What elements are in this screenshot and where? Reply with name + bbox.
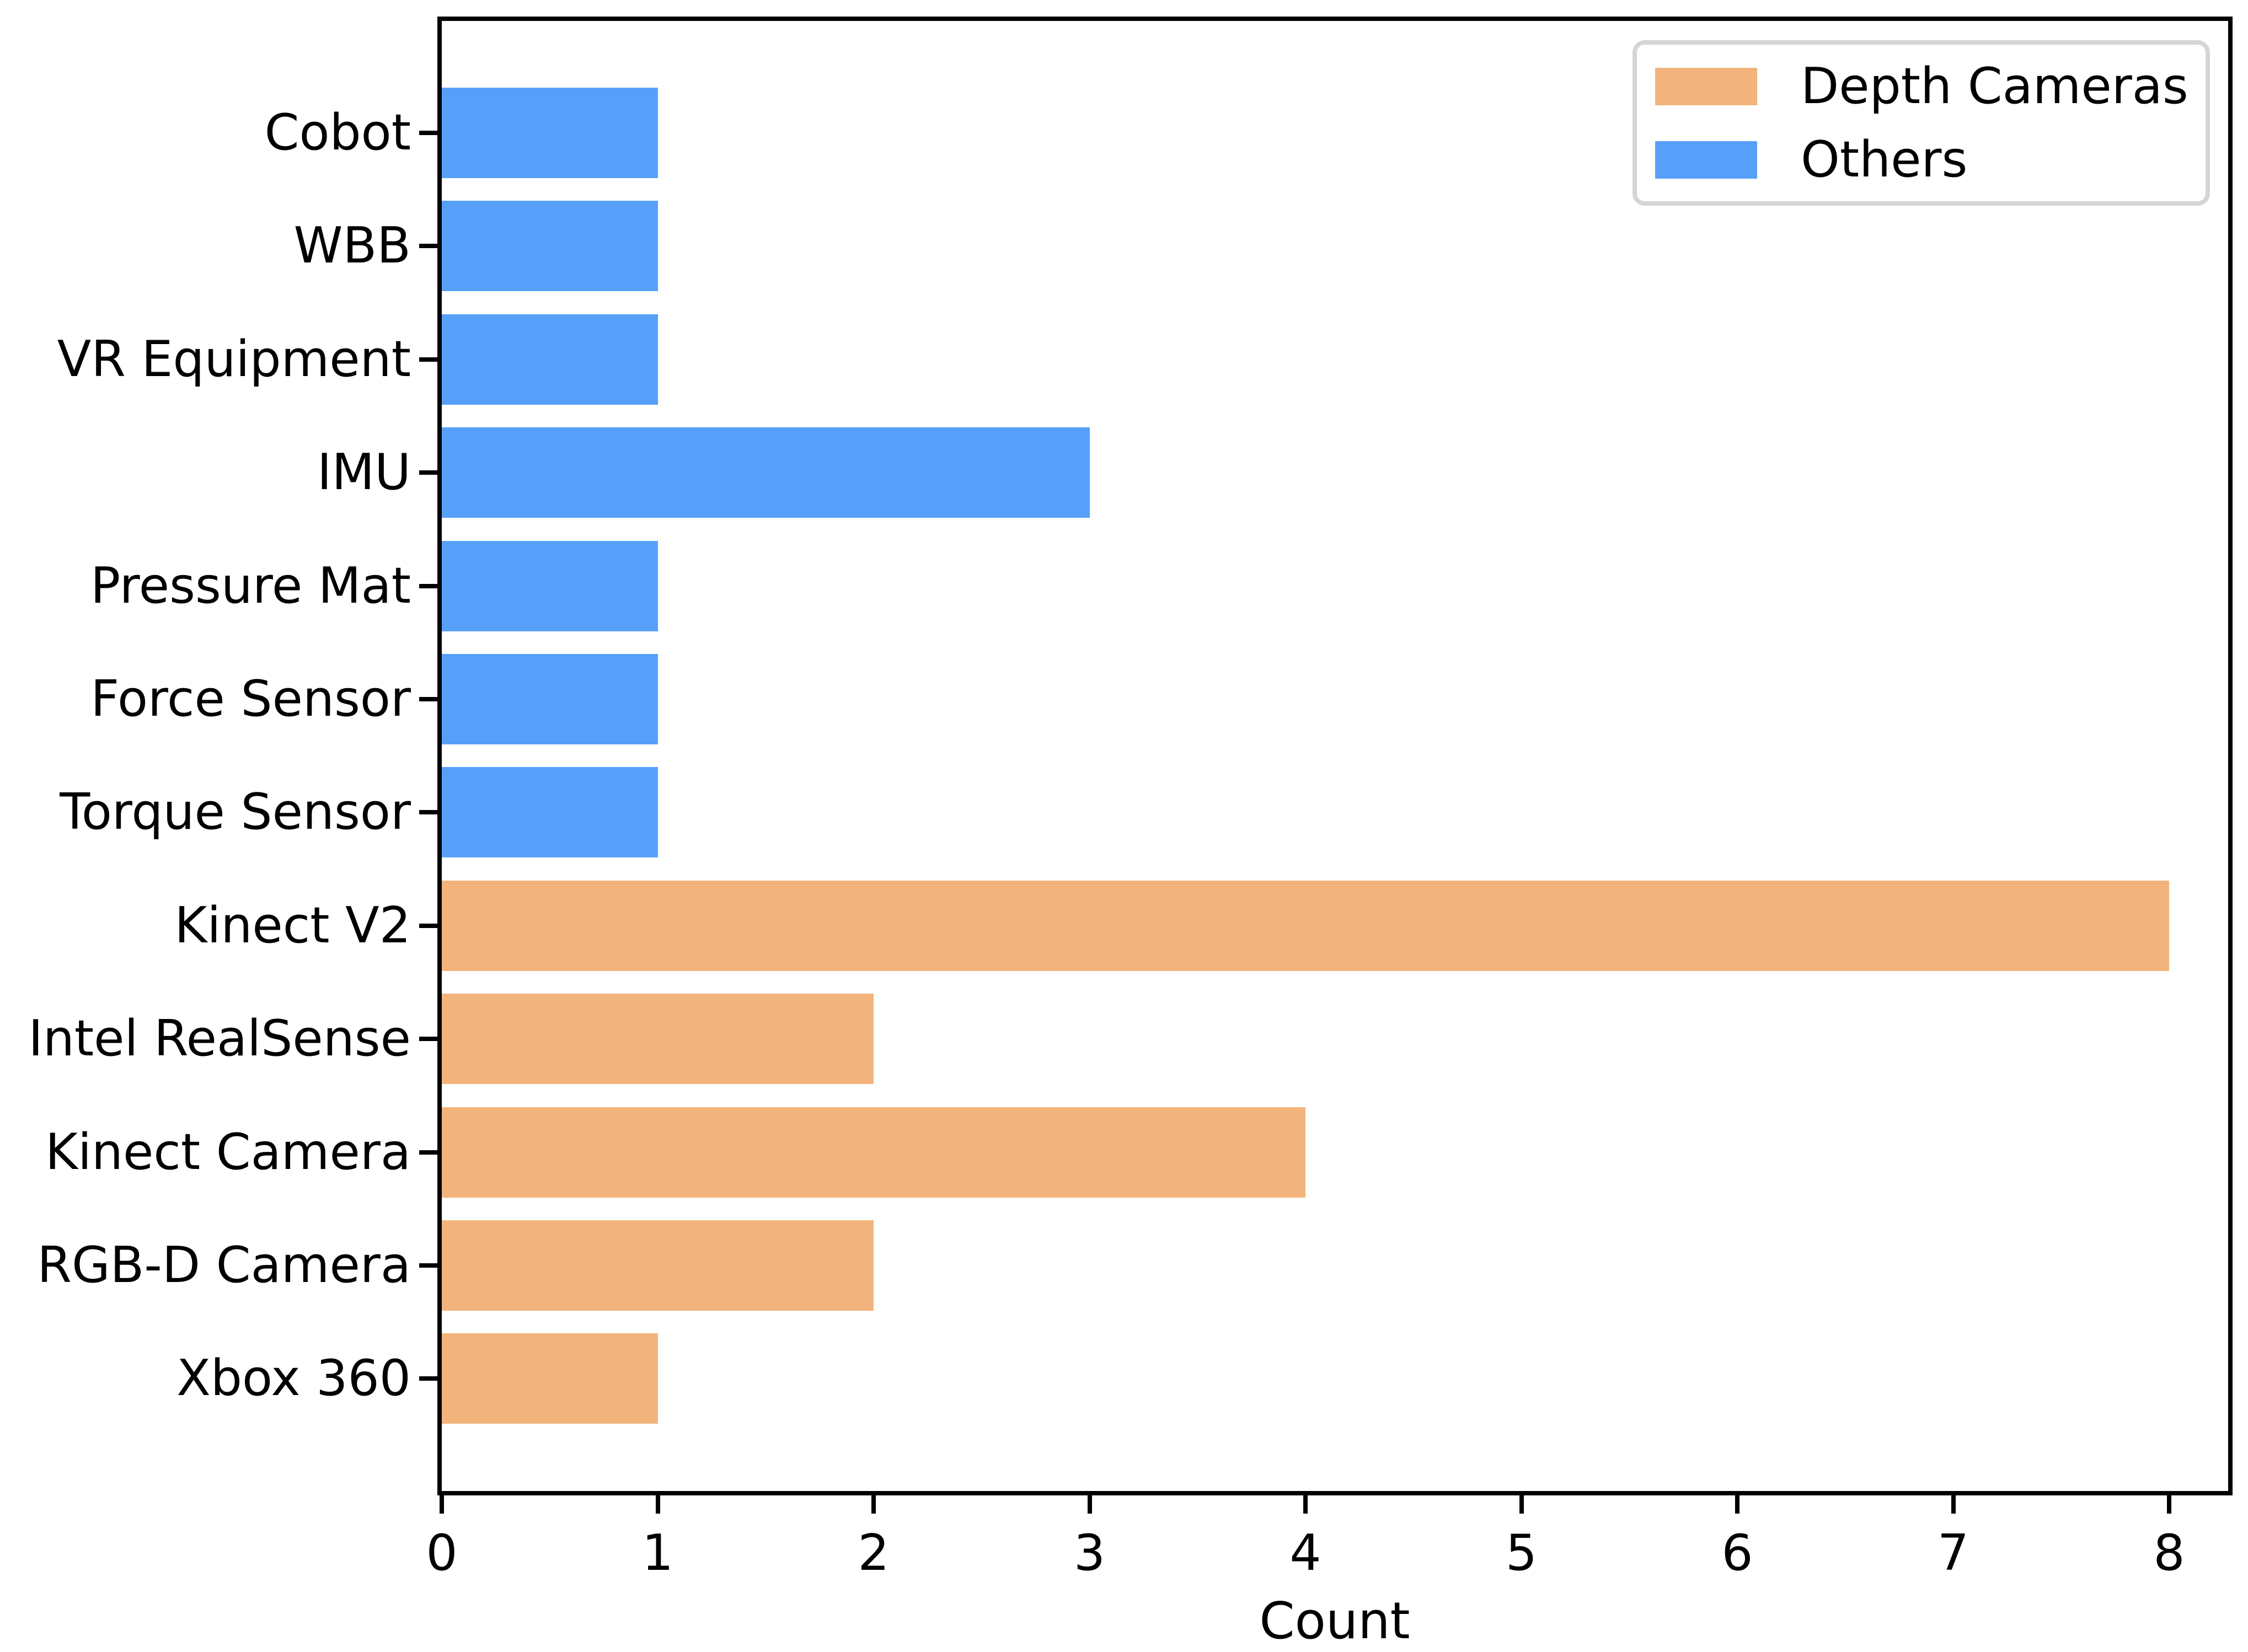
- x-tick-label-1: 1: [641, 1524, 674, 1582]
- x-tick-label-6: 6: [1721, 1524, 1753, 1582]
- x-tick-4: [1303, 1495, 1308, 1514]
- bar-wbb: [442, 201, 658, 292]
- y-tick-torque-sensor: [419, 810, 437, 815]
- y-tick-label-force-sensor: Force Sensor: [90, 670, 411, 728]
- bar-kinect-camera: [442, 1107, 1305, 1198]
- plot-area: [437, 17, 2233, 1495]
- legend-swatch-others: [1655, 141, 1757, 179]
- legend-entry-others: Others: [1655, 135, 2206, 185]
- x-tick-label-5: 5: [1505, 1524, 1538, 1582]
- legend: Depth Cameras Others: [1633, 40, 2210, 206]
- bar-force-sensor: [442, 654, 658, 744]
- y-tick-vr-equipment: [419, 357, 437, 362]
- y-tick-rgb-d-camera: [419, 1263, 437, 1268]
- x-tick-label-3: 3: [1073, 1524, 1106, 1582]
- bar-intel-realsense: [442, 994, 874, 1085]
- y-tick-label-vr-equipment: VR Equipment: [57, 330, 411, 388]
- y-tick-imu: [419, 470, 437, 475]
- y-tick-label-pressure-mat: Pressure Mat: [90, 556, 411, 615]
- x-tick-0: [440, 1495, 444, 1514]
- x-tick-3: [1087, 1495, 1092, 1514]
- bar-torque-sensor: [442, 767, 658, 858]
- x-axis-title: Count: [1259, 1591, 1410, 1650]
- y-tick-force-sensor: [419, 697, 437, 701]
- y-tick-xbox-360: [419, 1376, 437, 1381]
- x-tick-label-7: 7: [1937, 1524, 1969, 1582]
- x-tick-label-8: 8: [2153, 1524, 2185, 1582]
- y-tick-label-xbox-360: Xbox 360: [176, 1349, 411, 1408]
- x-tick-2: [871, 1495, 876, 1514]
- y-tick-label-kinect-v2: Kinect V2: [174, 896, 411, 954]
- y-tick-label-kinect-camera: Kinect Camera: [45, 1123, 411, 1181]
- x-tick-8: [2167, 1495, 2171, 1514]
- y-tick-label-imu: IMU: [317, 443, 411, 502]
- bar-kinect-v2: [442, 880, 2169, 971]
- bar-xbox-360: [442, 1333, 658, 1424]
- y-tick-label-cobot: Cobot: [264, 104, 411, 162]
- y-tick-pressure-mat: [419, 583, 437, 588]
- y-tick-label-wbb: WBB: [293, 217, 411, 275]
- y-tick-kinect-camera: [419, 1150, 437, 1155]
- bar-vr-equipment: [442, 314, 658, 405]
- bar-imu: [442, 427, 1090, 518]
- y-tick-wbb: [419, 244, 437, 249]
- bar-pressure-mat: [442, 540, 658, 631]
- bar-cobot: [442, 88, 658, 178]
- y-tick-label-intel-realsense: Intel RealSense: [28, 1010, 411, 1068]
- legend-entry-depth-cameras: Depth Cameras: [1655, 57, 2206, 115]
- legend-label-depth-cameras: Depth Cameras: [1801, 57, 2188, 115]
- x-tick-7: [1951, 1495, 1956, 1514]
- legend-swatch-depth-cameras: [1655, 67, 1757, 105]
- x-tick-6: [1735, 1495, 1739, 1514]
- y-tick-label-rgb-d-camera: RGB-D Camera: [37, 1236, 411, 1294]
- bar-rgb-d-camera: [442, 1220, 874, 1311]
- x-tick-label-4: 4: [1289, 1524, 1321, 1582]
- y-tick-intel-realsense: [419, 1037, 437, 1042]
- y-tick-label-torque-sensor: Torque Sensor: [60, 783, 411, 841]
- legend-label-others: Others: [1801, 130, 1968, 189]
- x-tick-5: [1519, 1495, 1524, 1514]
- x-tick-label-0: 0: [426, 1524, 458, 1582]
- x-tick-1: [655, 1495, 660, 1514]
- x-tick-label-2: 2: [858, 1524, 890, 1582]
- y-tick-kinect-v2: [419, 923, 437, 928]
- y-tick-cobot: [419, 131, 437, 135]
